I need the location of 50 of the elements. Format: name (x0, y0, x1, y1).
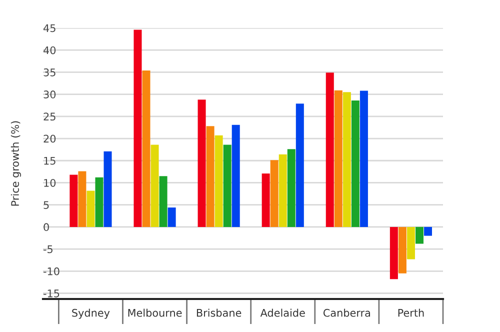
bar (223, 144, 232, 227)
x-tick-label: Perth (398, 308, 424, 317)
bar (278, 154, 287, 227)
bar (159, 176, 168, 227)
y-tick-label: 0 (44, 223, 49, 232)
bar (398, 226, 406, 274)
y-tick-label: 35 (44, 68, 56, 76)
y-axis-title: Price growth (%) (10, 121, 21, 206)
bar (415, 226, 424, 244)
bar (150, 144, 159, 227)
bar (70, 174, 78, 227)
x-tick-label: Adelaide (260, 308, 305, 317)
bar (351, 100, 360, 227)
bar (206, 126, 214, 227)
x-tick-label: Canberra (323, 308, 370, 317)
bar (232, 124, 240, 227)
y-tick-label: 25 (44, 112, 56, 121)
bar (334, 90, 342, 227)
bar (168, 207, 176, 227)
bar (104, 151, 112, 227)
bar (390, 226, 398, 280)
bar (270, 160, 278, 227)
bar (86, 190, 95, 227)
bar (296, 104, 304, 227)
y-tick-label: 40 (44, 46, 56, 54)
bar (262, 173, 270, 227)
bar (342, 92, 351, 227)
bar (326, 72, 334, 227)
y-tick-label: 5 (44, 201, 49, 209)
bar (198, 100, 206, 227)
x-tick-label: Sydney (72, 308, 110, 319)
bar (95, 177, 104, 227)
y-tick-label: 10 (44, 178, 56, 187)
bar (360, 90, 368, 227)
bar (142, 70, 150, 227)
y-tick-label: -10 (44, 267, 60, 276)
bar (424, 226, 432, 236)
y-tick-label: 20 (44, 134, 56, 143)
x-tick-label: Brisbane (196, 308, 242, 317)
x-tick-label: Melbourne (128, 308, 182, 317)
y-tick-label: -15 (44, 290, 60, 298)
y-tick-label: 30 (44, 90, 56, 98)
bar (78, 171, 86, 227)
y-tick-label: -5 (44, 245, 52, 254)
bar (214, 135, 223, 227)
y-tick-label: 15 (44, 156, 56, 165)
bar (287, 149, 296, 227)
bar (406, 226, 415, 260)
bar (134, 30, 142, 227)
y-tick-label: 45 (44, 24, 56, 32)
